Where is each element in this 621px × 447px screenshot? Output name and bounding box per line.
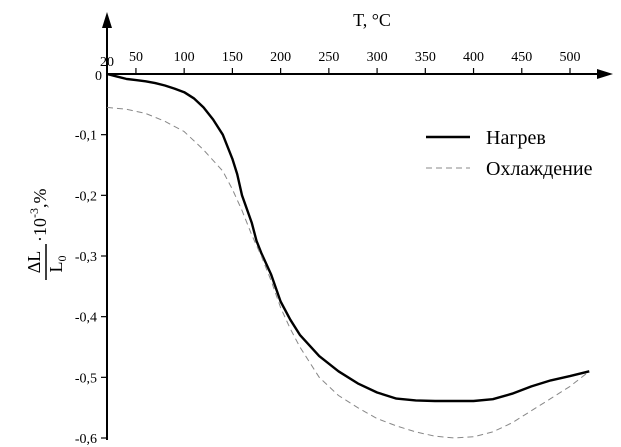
y-axis-arrow bbox=[102, 12, 112, 28]
y-axis-title-multiplier: ·10 bbox=[30, 218, 50, 242]
legend: Нагрев Охлаждение bbox=[426, 127, 593, 180]
x-tick-label: 50 bbox=[129, 50, 143, 65]
x-tick-label: 150 bbox=[222, 50, 243, 65]
series bbox=[106, 72, 590, 439]
y-axis-title-numerator: ΔL bbox=[24, 251, 44, 274]
y-tick-label: -0,1 bbox=[75, 129, 97, 144]
x-tick-label: 400 bbox=[463, 50, 484, 65]
x-tick-label: 500 bbox=[560, 50, 581, 65]
series-line-heating bbox=[106, 72, 590, 403]
y-tick-label: -0,3 bbox=[75, 250, 97, 265]
y-tick-label: -0,4 bbox=[75, 311, 97, 326]
y-ticks: 0 -0,1 -0,2 -0,3 -0,4 -0,5 -0,6 bbox=[75, 69, 107, 447]
svg-text:ΔL: ΔL bbox=[24, 251, 44, 274]
x-tick-label: 450 bbox=[511, 50, 532, 65]
x-tick-label: 300 bbox=[367, 50, 388, 65]
x-tick-label: 200 bbox=[270, 50, 291, 65]
y-axis-title-unit: ,% bbox=[30, 189, 50, 209]
x-axis-arrow bbox=[597, 69, 613, 79]
x-axis-title: T, °C bbox=[353, 10, 391, 30]
y-axis-title: ΔL L0 ·10-3,% bbox=[24, 189, 69, 280]
x-ticks: 20 50 100 150 200 250 300 350 400 450 500 bbox=[100, 50, 581, 74]
legend-label-heating: Нагрев bbox=[486, 127, 546, 149]
svg-text:·10-3,%: ·10-3,% bbox=[27, 189, 50, 243]
y-tick-label: -0,5 bbox=[75, 371, 97, 386]
y-tick-label: -0,6 bbox=[75, 432, 97, 447]
svg-text:L0: L0 bbox=[46, 256, 69, 273]
x-tick-label: 350 bbox=[415, 50, 436, 65]
y-tick-label: -0,2 bbox=[75, 189, 97, 204]
y-tick-label: 0 bbox=[95, 69, 102, 84]
y-axis-title-exponent: -3 bbox=[27, 208, 41, 218]
axes bbox=[102, 12, 613, 440]
legend-label-cooling: Охлаждение bbox=[486, 158, 593, 180]
x-tick-label: 20 bbox=[100, 55, 114, 70]
x-tick-label: 250 bbox=[318, 50, 339, 65]
series-line-cooling bbox=[106, 106, 590, 439]
y-axis-title-denominator-sub: 0 bbox=[55, 256, 69, 262]
x-tick-label: 100 bbox=[174, 50, 195, 65]
y-axis-title-denominator: L bbox=[46, 262, 66, 273]
